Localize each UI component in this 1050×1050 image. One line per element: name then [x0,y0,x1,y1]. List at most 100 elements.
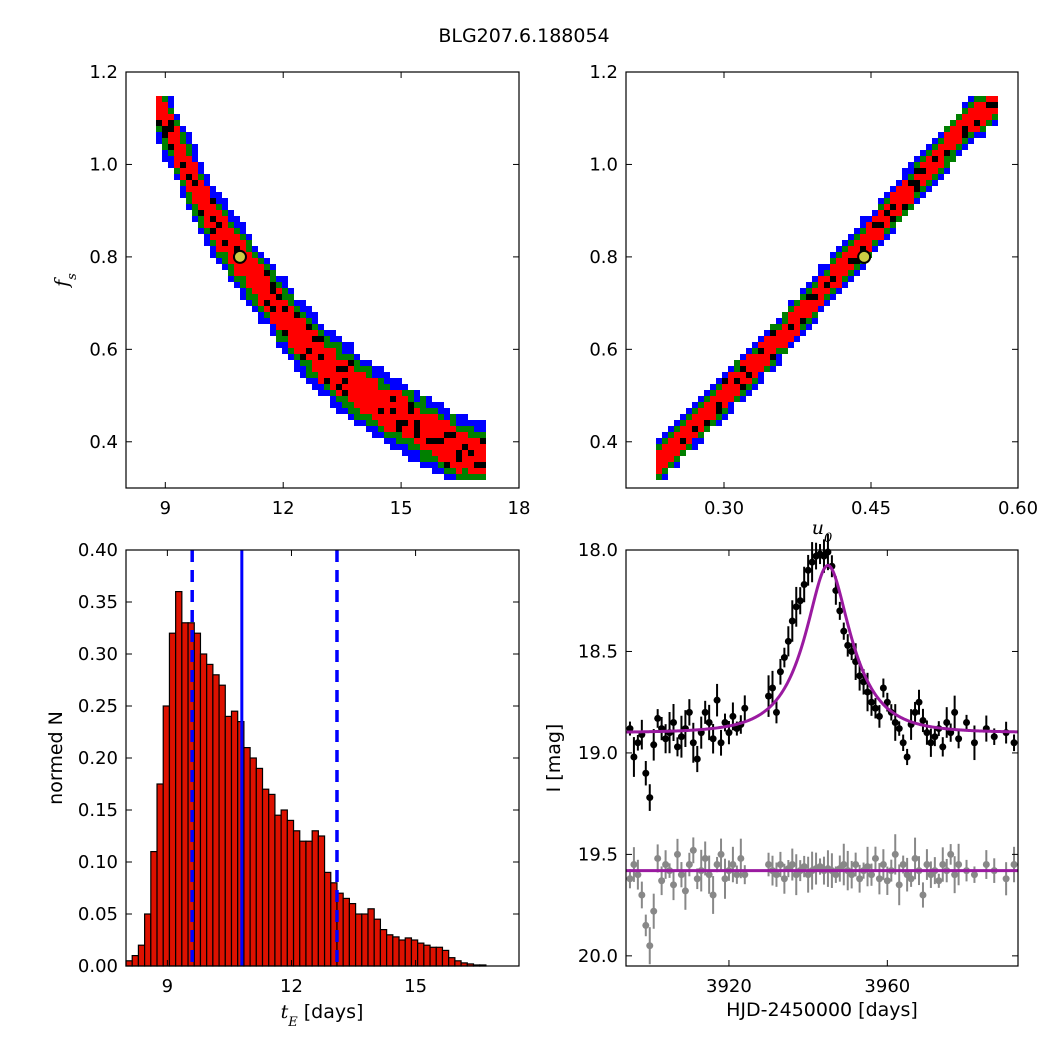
sigma1-cell [450,450,456,456]
sigma1-cell [192,162,198,168]
sigma2-cell [228,270,234,276]
sigma2-cell [890,222,896,228]
sigma1-cell [228,240,234,246]
data-point [646,794,654,802]
sigma2-cell [704,396,710,402]
sigma1-cell [450,426,456,432]
sigma1-cell [282,318,288,324]
sigma1-cell [896,186,902,192]
sigma3-cell [740,396,746,402]
sigma1-cell [222,216,228,222]
sigma3-cell [908,162,914,168]
sigma1-cell [980,108,986,114]
sample-cell [186,174,192,180]
sigma1-cell [318,378,324,384]
sigma3-cell [426,462,432,468]
sigma1-cell [462,432,468,438]
sigma3-cell [384,378,390,384]
sigma2-cell [854,264,860,270]
sigma3-cell [758,336,764,342]
sigma1-cell [174,150,180,156]
sigma1-cell [168,138,174,144]
data-point [769,684,777,692]
sigma3-cell [234,282,240,288]
sample-cell [986,102,992,108]
histogram-bar [323,871,332,967]
data-point [860,678,868,686]
x-tick-label: 3920 [706,976,752,997]
sigma1-cell [668,456,674,462]
sigma1-cell [318,342,324,348]
sigma3-cell [860,222,866,228]
sigma3-cell [758,378,764,384]
sigma2-cell [968,132,974,138]
sigma2-cell [276,330,282,336]
sigma3-cell [342,408,348,414]
sigma3-cell [438,468,444,474]
histogram-bar [274,814,282,967]
y-tick-label: 0.35 [78,592,118,613]
x-tick-label: 9 [162,976,173,997]
sigma3-cell [204,240,210,246]
y-tick-label: 0.8 [89,247,118,268]
sigma2-cell [438,462,444,468]
reference-point [670,881,678,889]
sigma3-cell [192,150,198,156]
sigma3-cell [992,120,998,126]
sigma1-cell [890,210,896,216]
sigma1-cell [932,162,938,168]
sigma3-cell [848,276,854,282]
sigma1-cell [258,300,264,306]
reference-point [693,875,701,883]
sigma1-cell [252,270,258,276]
sigma1-cell [174,126,180,132]
sigma2-cell [408,444,414,450]
sigma1-cell [746,360,752,366]
reference-point [970,871,978,879]
sigma3-cell [372,426,378,432]
reference-point [677,871,685,879]
sigma2-cell [186,150,192,156]
sigma1-cell [854,246,860,252]
sigma2-cell [432,456,438,462]
sample-cell [348,360,354,366]
sigma2-cell [198,174,204,180]
sigma3-cell [402,444,408,450]
sigma2-cell [914,162,920,168]
sigma2-cell [402,390,408,396]
sigma1-cell [824,288,830,294]
data-point [923,729,931,737]
sigma1-cell [348,390,354,396]
sigma1-cell [384,414,390,420]
reference-point [626,875,634,883]
sigma1-cell [986,108,992,114]
sigma1-cell [204,204,210,210]
plot-frame [125,71,520,489]
sigma2-cell [306,366,312,372]
sigma2-cell [282,288,288,294]
sigma2-cell [282,294,288,300]
sigma1-cell [264,282,270,288]
sigma3-cell [890,186,896,192]
sigma1-cell [330,360,336,366]
sigma1-cell [890,198,896,204]
y-tick-label: 0.4 [589,432,618,453]
sigma1-cell [246,258,252,264]
histogram-bar [268,793,276,967]
sigma1-cell [968,108,974,114]
sigma1-cell [192,192,198,198]
sigma3-cell [378,366,384,372]
sigma3-cell [330,402,336,408]
sample-cell [294,312,300,318]
sigma1-cell [938,162,944,168]
sigma1-cell [288,330,294,336]
sigma1-cell [716,390,722,396]
sigma1-cell [438,426,444,432]
reference-point [646,942,654,950]
y-tick-label: 0.20 [78,748,118,769]
sigma1-cell [198,186,204,192]
sigma3-cell [908,168,914,174]
sample-cell [390,408,396,414]
sigma2-cell [740,390,746,396]
sigma3-cell [824,300,830,306]
